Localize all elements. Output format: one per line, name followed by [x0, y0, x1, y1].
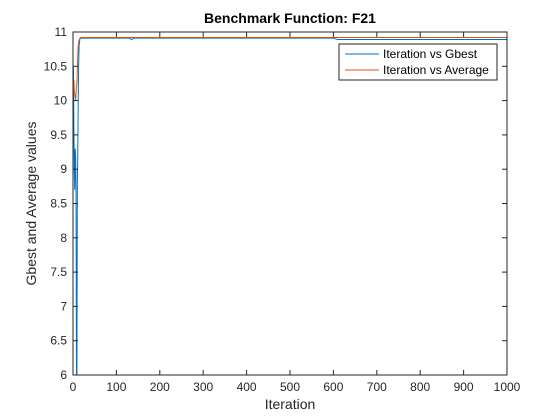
chart-title: Benchmark Function: F21	[204, 10, 376, 26]
y-tick-label: 7	[60, 299, 67, 313]
y-axis: 6 6.5 7 7.5 8 8.5 9 9.5 10 10.5 11	[44, 25, 507, 382]
y-tick-label: 7.5	[50, 265, 67, 279]
x-axis: 0 100 200 300 400 500 600 700 800 900 1000	[70, 32, 521, 394]
legend-label-gbest: Iteration vs Gbest	[383, 47, 478, 61]
x-tick-label: 800	[410, 380, 430, 394]
series-layer	[73, 36, 507, 375]
legend-label-average: Iteration vs Average	[383, 63, 489, 77]
x-axis-label: Iteration	[265, 396, 316, 412]
y-tick-label: 6	[60, 368, 67, 382]
series-line-gbest	[73, 37, 507, 375]
x-tick-label: 400	[237, 380, 257, 394]
x-tick-label: 100	[106, 380, 126, 394]
y-axis-label: Gbest and Average values	[23, 122, 39, 286]
y-tick-label: 10.5	[44, 59, 68, 73]
y-tick-label: 6.5	[50, 334, 67, 348]
x-tick-label: 700	[367, 380, 387, 394]
y-tick-label: 9	[60, 162, 67, 176]
x-tick-label: 300	[193, 380, 213, 394]
y-tick-label: 10	[54, 94, 68, 108]
x-tick-label: 500	[280, 380, 300, 394]
series-line-average	[73, 36, 507, 101]
y-tick-label: 8.5	[50, 197, 67, 211]
x-tick-label: 0	[70, 380, 77, 394]
x-tick-label: 900	[454, 380, 474, 394]
y-tick-label: 8	[60, 231, 67, 245]
x-tick-label: 600	[323, 380, 343, 394]
x-tick-label: 200	[150, 380, 170, 394]
x-tick-label: 1000	[494, 380, 521, 394]
plot-area	[73, 32, 507, 375]
y-tick-label: 11	[55, 25, 68, 39]
legend: Iteration vs Gbest Iteration vs Average	[338, 43, 498, 81]
legend-box	[338, 43, 498, 81]
y-tick-label: 9.5	[50, 128, 67, 142]
